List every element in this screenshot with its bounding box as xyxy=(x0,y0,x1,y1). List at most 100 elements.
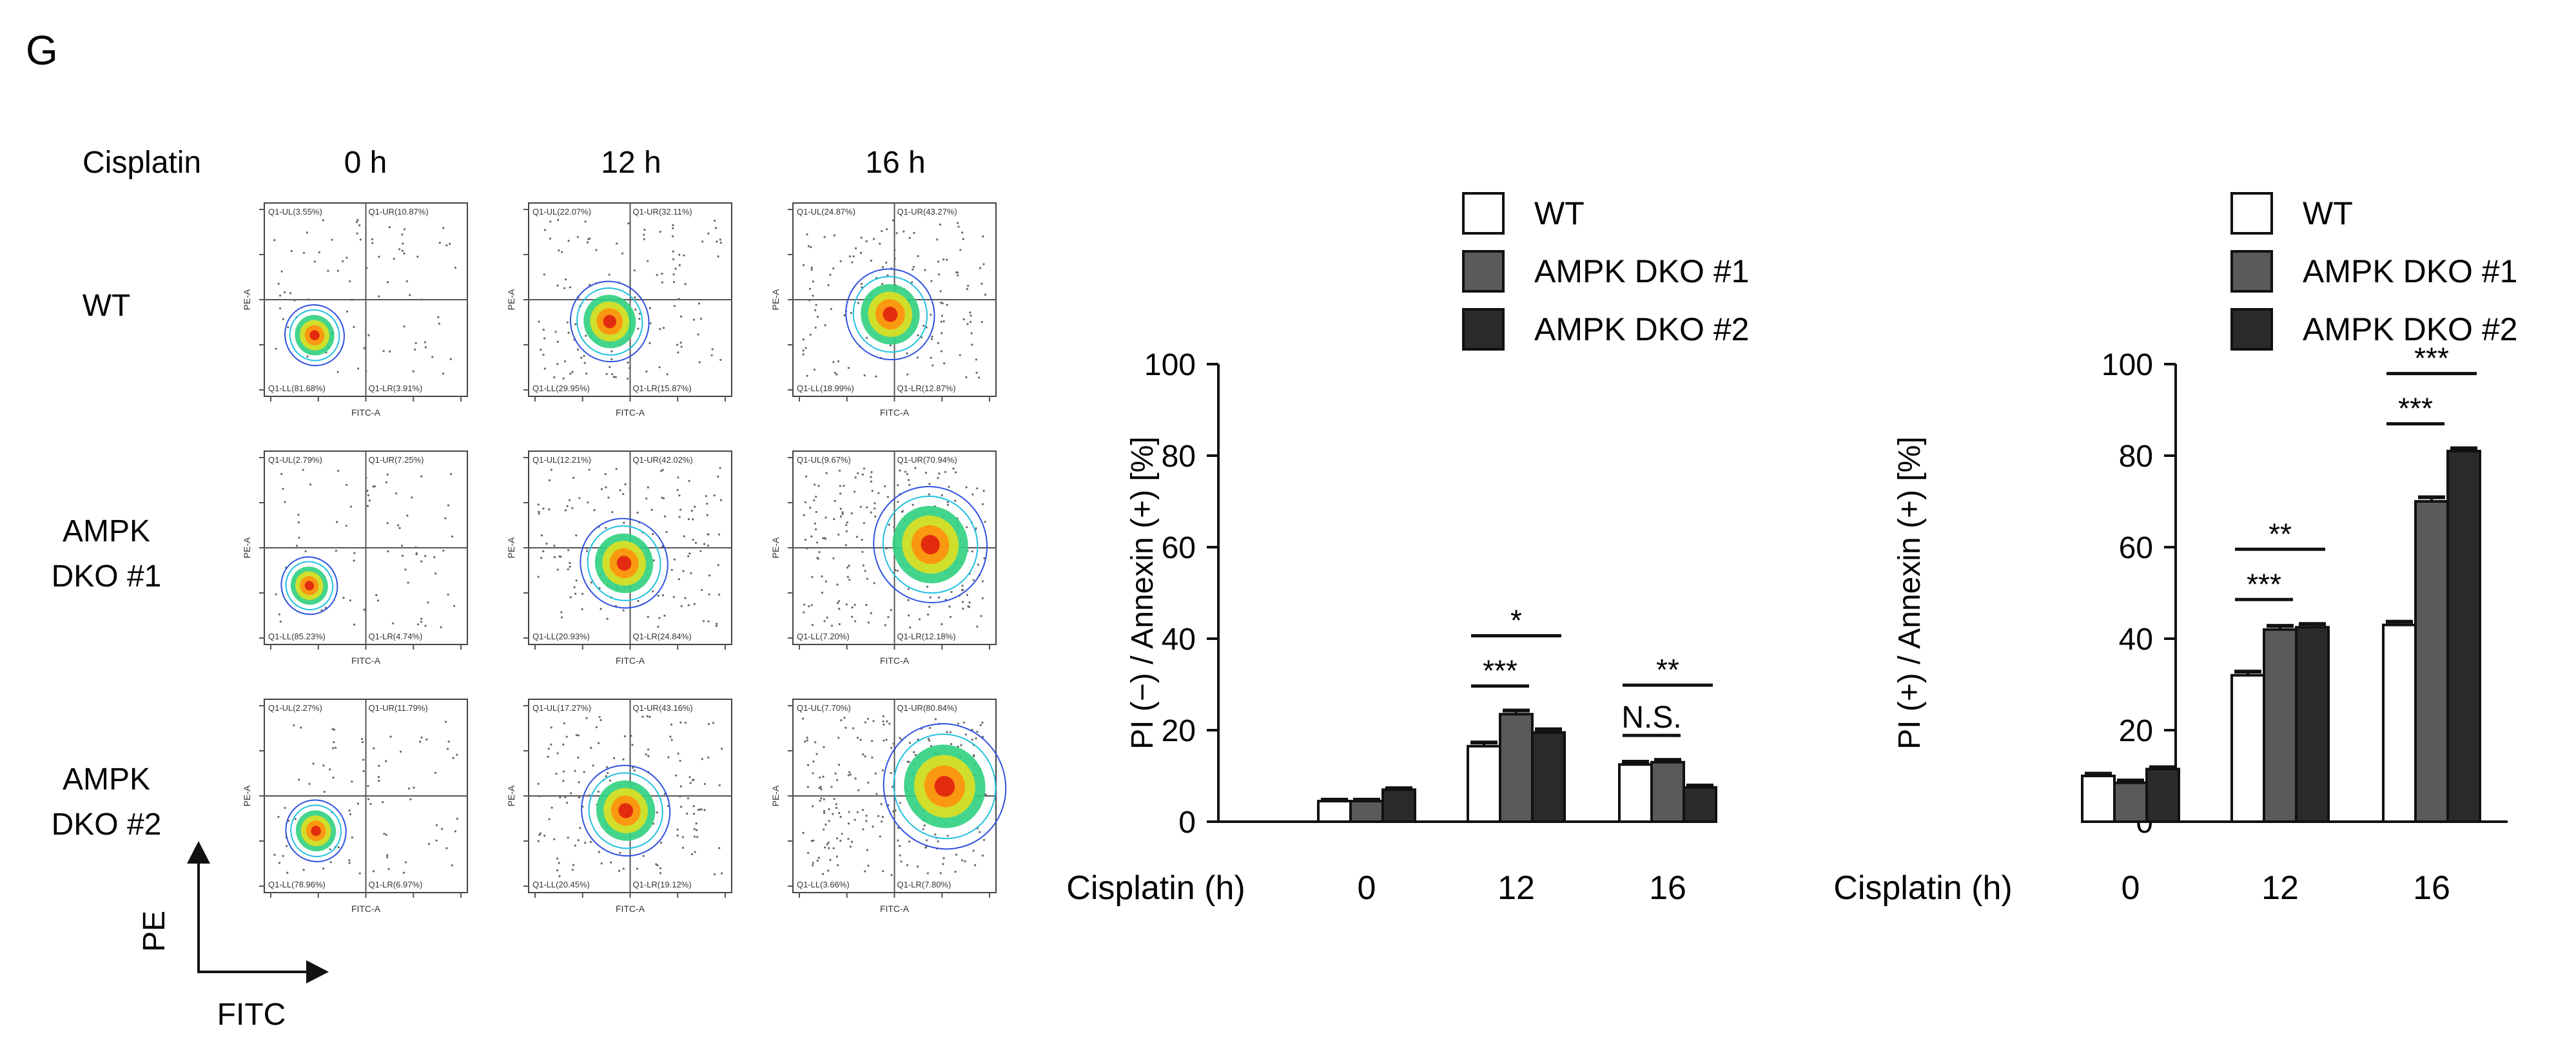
event-dot xyxy=(941,494,943,497)
event-dot xyxy=(678,253,681,256)
event-dot xyxy=(682,570,685,572)
event-dot xyxy=(647,748,650,751)
event-dot xyxy=(937,477,939,479)
event-dot xyxy=(555,773,558,775)
event-dot xyxy=(717,564,719,566)
event-dot xyxy=(908,237,911,239)
event-dot xyxy=(600,719,602,721)
event-dot xyxy=(815,496,817,498)
event-dot xyxy=(332,747,335,750)
event-dot xyxy=(815,304,817,306)
event-dot xyxy=(278,294,282,297)
category-label: 16 xyxy=(1649,869,1686,907)
event-dot xyxy=(941,623,943,626)
y-axis-label: PI (+) / Annexin (+) [%] xyxy=(1893,436,1927,750)
event-dot xyxy=(955,271,958,274)
event-dot xyxy=(548,818,551,820)
event-dot xyxy=(959,249,962,251)
bar xyxy=(1349,800,1384,824)
event-dot xyxy=(371,242,374,244)
event-dot xyxy=(589,237,591,240)
event-dot xyxy=(420,298,423,301)
event-dot xyxy=(849,773,852,776)
event-dot xyxy=(578,497,581,499)
event-dot xyxy=(656,273,658,276)
event-dot xyxy=(824,324,826,327)
event-dot xyxy=(834,499,836,502)
event-dot xyxy=(908,614,910,617)
event-dot xyxy=(857,302,860,304)
event-dot xyxy=(882,715,884,717)
category-label: 12 xyxy=(2261,869,2299,907)
event-dot xyxy=(398,527,401,529)
event-dot xyxy=(420,617,423,620)
event-dot xyxy=(701,588,703,591)
event-dot xyxy=(984,793,987,796)
event-dot xyxy=(356,802,360,805)
legend-label: AMPK DKO #2 xyxy=(1534,311,1749,347)
event-dot xyxy=(899,854,901,857)
event-dot xyxy=(578,796,581,799)
event-dot xyxy=(912,268,914,271)
event-dot xyxy=(302,469,304,471)
event-dot xyxy=(914,467,917,469)
event-dot xyxy=(942,320,945,323)
event-dot xyxy=(881,816,884,818)
event-dot xyxy=(401,249,404,252)
event-dot xyxy=(957,274,959,276)
event-dot xyxy=(345,525,347,527)
event-dot xyxy=(329,848,331,851)
density-contour xyxy=(284,304,345,367)
event-dot xyxy=(609,365,611,369)
quadrant-label-ur: Q1-UR(43.16%) xyxy=(633,703,693,713)
category-label: 12 xyxy=(1498,869,1535,907)
event-dot xyxy=(590,581,593,584)
event-dot xyxy=(332,777,335,779)
quadrant-label-ur: Q1-UR(7.25%) xyxy=(369,455,424,465)
flow-timepoint-16: 16 h xyxy=(865,146,925,180)
event-dot xyxy=(569,286,571,289)
bar xyxy=(1499,713,1534,824)
legend-label: AMPK DKO #2 xyxy=(2303,311,2517,347)
event-dot xyxy=(383,833,385,835)
event-dot xyxy=(698,302,701,305)
event-dot xyxy=(348,859,351,862)
event-dot xyxy=(575,534,578,537)
y-tick-label: 40 xyxy=(2119,623,2153,657)
event-dot xyxy=(282,855,284,857)
event-dot xyxy=(861,538,863,541)
event-dot xyxy=(866,849,869,851)
event-dot xyxy=(821,592,824,594)
event-dot xyxy=(937,596,941,599)
event-dot xyxy=(337,846,340,849)
event-dot xyxy=(680,315,683,318)
event-dot xyxy=(802,717,805,720)
event-dot xyxy=(823,828,825,831)
event-dot xyxy=(287,326,289,329)
event-dot xyxy=(909,626,912,629)
event-dot xyxy=(670,568,673,572)
event-dot xyxy=(860,282,863,286)
event-dot xyxy=(677,351,679,354)
significance-label: ** xyxy=(1656,653,1679,686)
event-dot xyxy=(846,521,848,524)
event-dot xyxy=(436,824,438,827)
event-dot xyxy=(814,522,817,525)
event-dot xyxy=(627,362,629,364)
density-contour xyxy=(882,495,979,594)
event-dot xyxy=(839,492,842,495)
event-dot xyxy=(857,789,860,791)
event-dot xyxy=(707,545,710,547)
event-dot xyxy=(398,248,401,251)
bar xyxy=(2081,775,2116,823)
event-dot xyxy=(633,769,636,772)
event-dot xyxy=(706,502,708,505)
event-dot xyxy=(551,806,553,809)
event-dot xyxy=(588,469,590,471)
event-dot xyxy=(866,506,868,508)
event-dot xyxy=(669,735,672,738)
event-dot xyxy=(418,740,422,743)
event-dot xyxy=(403,228,406,231)
event-dot xyxy=(877,815,880,817)
event-dot xyxy=(377,775,380,779)
